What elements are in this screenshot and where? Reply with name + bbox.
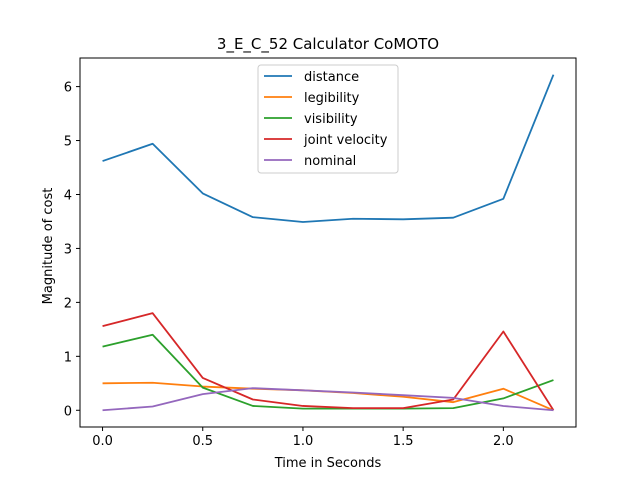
y-tick-label: 2 bbox=[64, 296, 72, 311]
plot-area bbox=[102, 74, 555, 412]
x-tick-label: 2.0 bbox=[493, 434, 514, 449]
y-tick-label: 5 bbox=[64, 135, 72, 150]
x-axis-title: Time in Seconds bbox=[274, 456, 382, 471]
legend: distance legibility visibility joint veloci… bbox=[257, 64, 399, 174]
y-tick-label: 6 bbox=[64, 81, 72, 96]
series-line-distance bbox=[102, 74, 555, 223]
y-tick-label: 3 bbox=[64, 242, 72, 257]
legend-label: nominal bbox=[304, 154, 356, 169]
y-axis-title: Magnitude of cost bbox=[41, 188, 56, 305]
x-tick-label: 1.5 bbox=[393, 434, 414, 449]
series-line-nominal bbox=[102, 387, 554, 412]
y-tick-label: 4 bbox=[64, 188, 72, 203]
legend-label: distance bbox=[304, 70, 359, 85]
legend-box bbox=[257, 64, 399, 174]
y-tick-label: 0 bbox=[64, 404, 72, 419]
legend-label: joint velocity bbox=[303, 133, 388, 148]
x-tick-label: 0.5 bbox=[192, 434, 213, 449]
plot-frame bbox=[79, 57, 577, 428]
x-tick-label: 0.0 bbox=[92, 434, 113, 449]
axes: 0.0 0.5 1.0 1.5 2.0 0 1 2 3 4 5 6 bbox=[64, 57, 577, 449]
y-tick-label: 1 bbox=[64, 350, 72, 365]
legend-label: legibility bbox=[304, 91, 360, 106]
legend-label: visibility bbox=[304, 112, 358, 127]
series-line-visibility bbox=[102, 333, 554, 410]
series-line-joint-velocity bbox=[102, 312, 555, 411]
chart-title: 3_E_C_52 Calculator CoMOTO bbox=[217, 35, 439, 54]
x-tick-label: 1.0 bbox=[293, 434, 314, 449]
